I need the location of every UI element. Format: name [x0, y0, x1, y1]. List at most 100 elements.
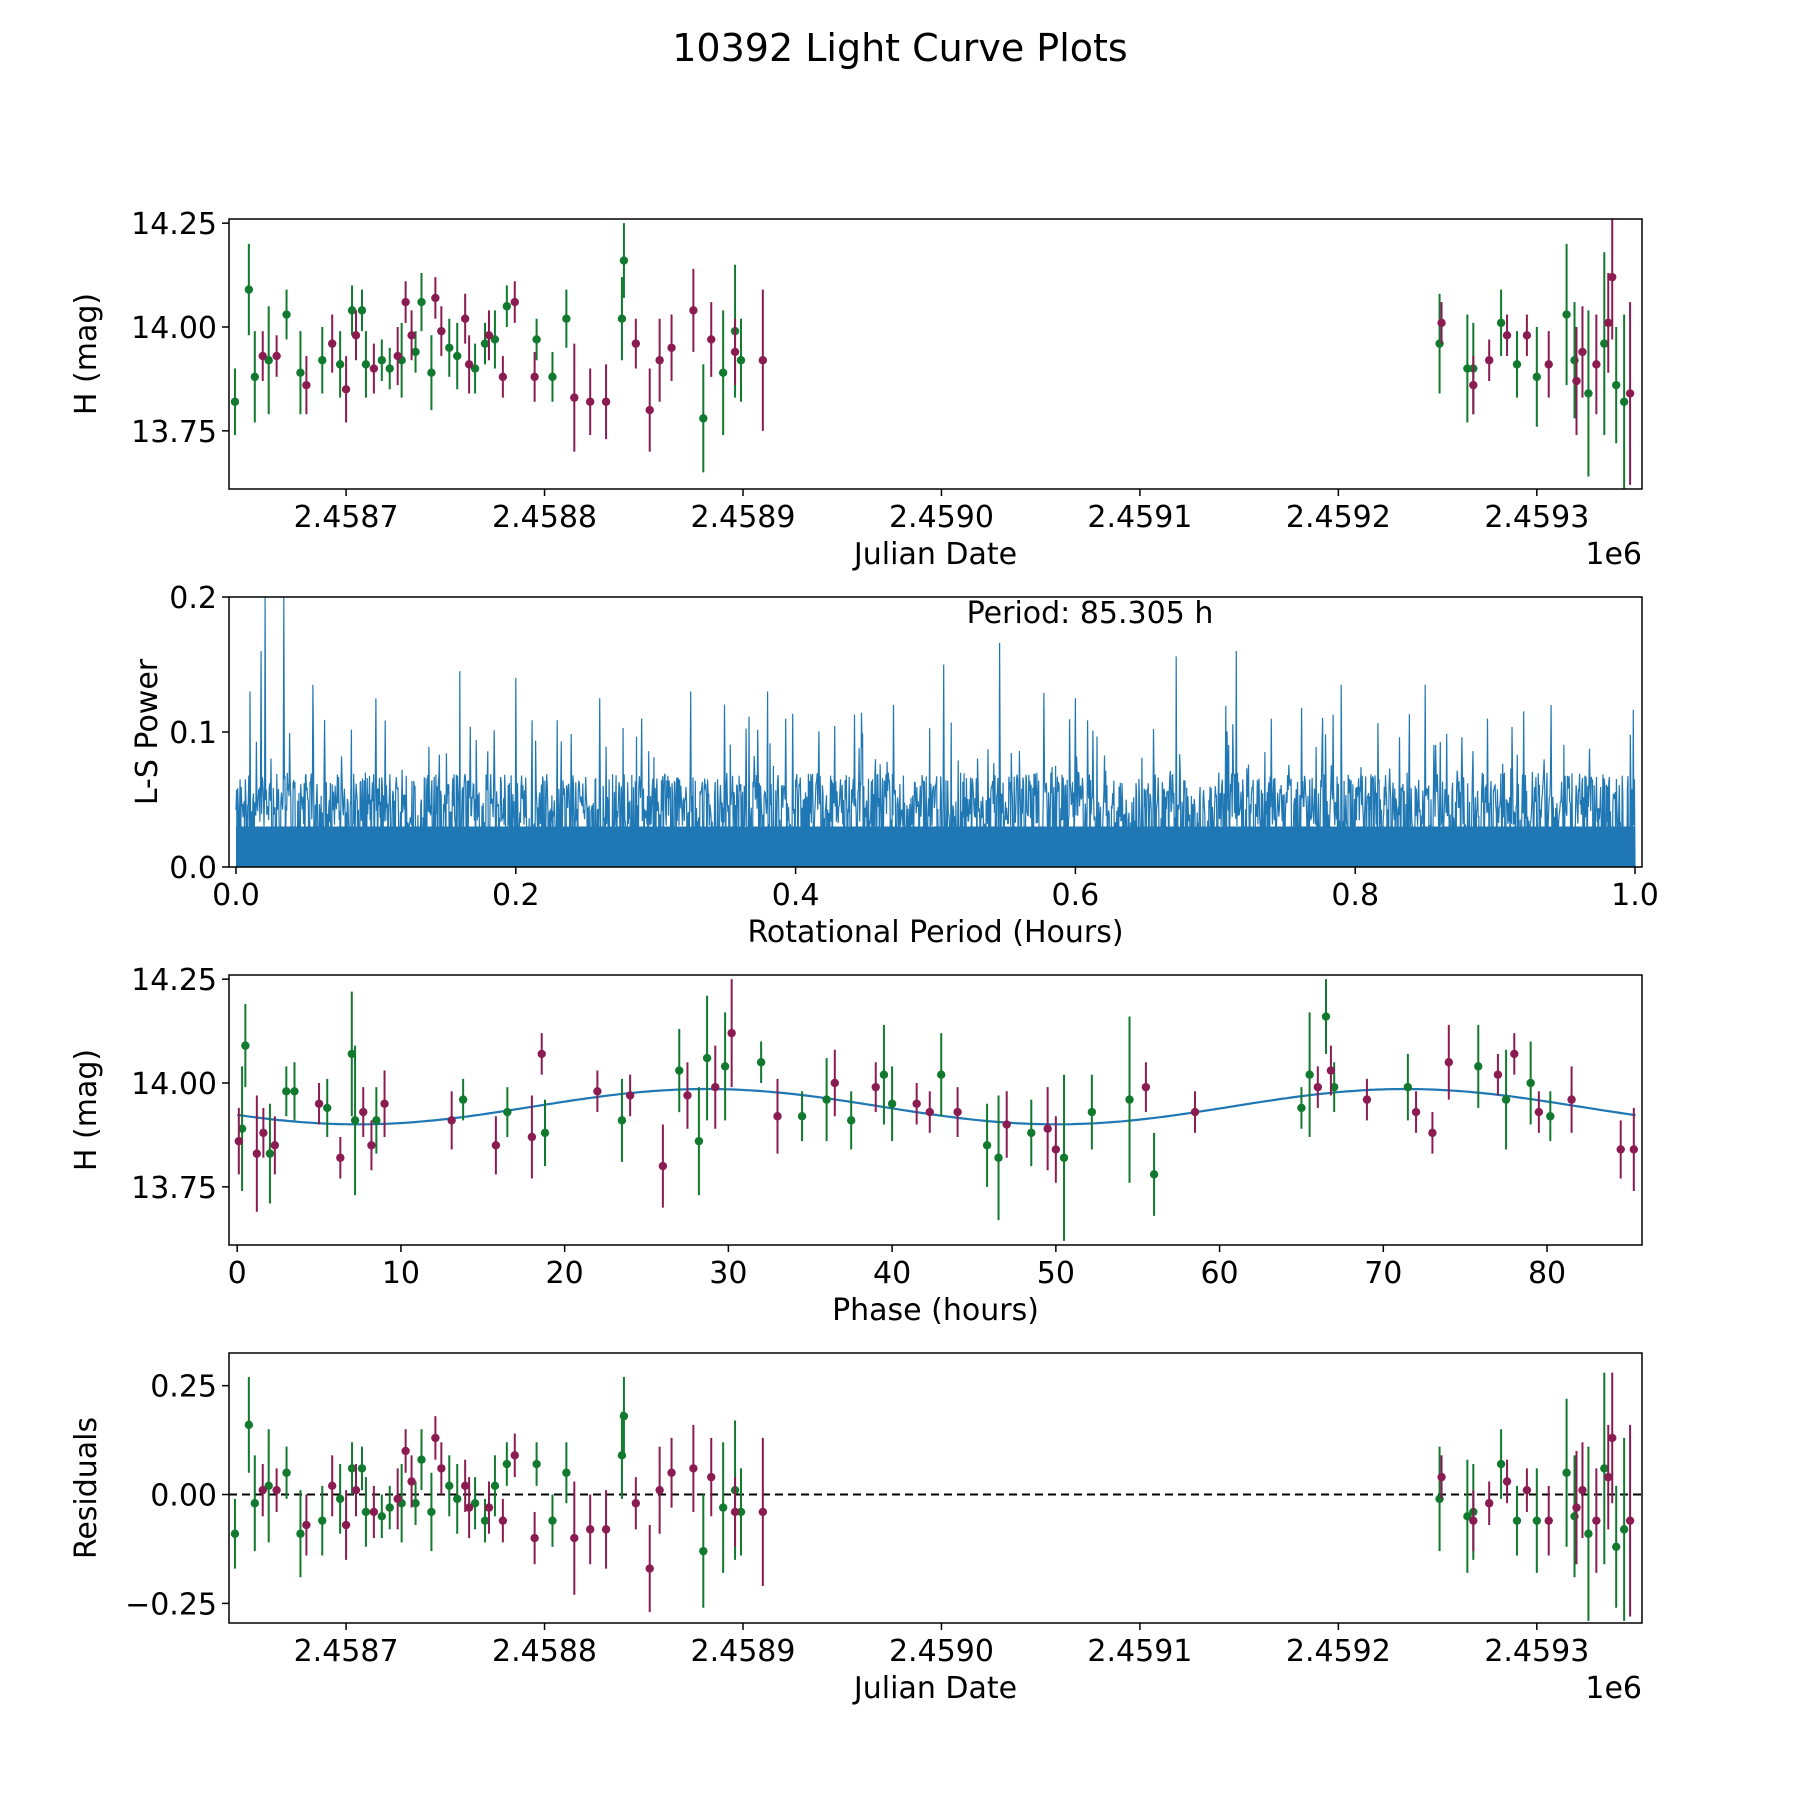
data-point — [431, 293, 440, 303]
data-point — [1544, 1516, 1553, 1525]
data-point — [1544, 360, 1553, 369]
data-layer — [234, 979, 1639, 1241]
x-tick-label: 40 — [873, 1256, 911, 1291]
data-point — [707, 1472, 716, 1482]
y-tick-label: 0.0 — [169, 851, 217, 886]
data-point — [498, 372, 508, 382]
data-point — [1612, 380, 1621, 390]
data-point — [411, 1499, 420, 1508]
data-point — [570, 1533, 579, 1543]
data-layer — [235, 597, 1636, 867]
data-point — [264, 356, 273, 365]
data-point — [1484, 356, 1494, 365]
data-point — [1437, 318, 1446, 328]
series-magenta — [258, 1372, 1635, 1617]
x-tick-label: 1.0 — [1611, 878, 1659, 913]
data-point — [258, 1485, 267, 1495]
x-offset-label: 1e6 — [1585, 1671, 1642, 1706]
data-point — [480, 339, 490, 348]
data-point — [302, 380, 311, 390]
data-point — [619, 256, 629, 265]
data-point — [250, 372, 259, 382]
data-point — [385, 364, 394, 373]
data-point — [683, 1091, 692, 1100]
axes-frame — [228, 1352, 1643, 1624]
data-point — [1572, 1503, 1581, 1512]
data-point — [1612, 1542, 1621, 1551]
y-tick-label: 14.00 — [131, 311, 217, 346]
data-point — [335, 360, 345, 369]
series-magenta — [258, 219, 1635, 485]
data-point — [982, 1141, 992, 1150]
data-point — [1362, 1095, 1372, 1104]
data-point — [1522, 1485, 1532, 1495]
data-point — [1584, 1529, 1593, 1538]
x-tick-label: 0.2 — [492, 878, 540, 913]
data-point — [1572, 376, 1581, 386]
data-point — [1051, 1145, 1061, 1154]
data-point — [736, 1507, 746, 1517]
data-point — [393, 1494, 402, 1504]
data-point — [773, 1112, 782, 1121]
data-point — [350, 1116, 360, 1125]
y-axis-label: H (mag) — [69, 293, 104, 415]
data-point — [453, 351, 462, 361]
data-point — [341, 1520, 351, 1530]
data-point — [1608, 272, 1617, 282]
y-tick-label: 0.25 — [150, 1370, 217, 1405]
data-point — [937, 1070, 946, 1079]
data-point — [527, 1132, 537, 1142]
x-axis-label: Rotational Period (Hours) — [747, 915, 1123, 950]
x-tick-label: 2.4593 — [1484, 500, 1589, 535]
data-point — [270, 1141, 280, 1150]
data-point — [427, 368, 436, 377]
data-point — [393, 351, 402, 361]
data-point — [377, 356, 387, 365]
data-point — [699, 414, 708, 423]
data-point — [1619, 1525, 1629, 1534]
data-point — [1496, 1459, 1506, 1469]
y-tick-label: 0.1 — [169, 716, 217, 751]
data-point — [241, 1041, 250, 1050]
data-point — [1600, 1464, 1609, 1473]
data-point — [1484, 1499, 1494, 1508]
data-point — [437, 1464, 446, 1473]
data-point — [530, 1533, 539, 1543]
x-axis-label: Julian Date — [852, 537, 1017, 572]
data-point — [427, 1507, 436, 1517]
data-point — [1512, 1516, 1522, 1525]
data-point — [631, 339, 641, 348]
x-tick-label: 2.4589 — [691, 500, 796, 535]
data-point — [401, 1446, 410, 1456]
data-point — [540, 1128, 550, 1138]
data-point — [447, 1116, 456, 1125]
data-point — [601, 397, 611, 406]
data-point — [464, 360, 474, 369]
data-point — [484, 331, 494, 340]
data-point — [252, 1149, 262, 1158]
x-tick-label: 2.4593 — [1484, 1634, 1589, 1669]
data-point — [503, 1107, 512, 1117]
data-point — [357, 1464, 367, 1473]
data-point — [1578, 347, 1587, 357]
data-point — [453, 1494, 462, 1504]
data-point — [1125, 1095, 1134, 1104]
y-tick-label: 13.75 — [131, 1171, 217, 1206]
data-point — [1437, 1472, 1446, 1482]
data-point — [445, 1481, 454, 1491]
x-tick-label: 2.4591 — [1087, 500, 1192, 535]
data-point — [407, 331, 416, 340]
data-point — [1002, 1120, 1011, 1129]
data-point — [718, 368, 728, 377]
data-point — [282, 1468, 291, 1477]
data-point — [1502, 331, 1512, 340]
data-point — [1297, 1103, 1306, 1113]
data-point — [244, 1420, 254, 1430]
data-point — [532, 1459, 541, 1469]
x-tick-label: 0.8 — [1331, 878, 1379, 913]
data-point — [675, 1066, 684, 1075]
data-point — [1403, 1082, 1413, 1092]
data-point — [1428, 1128, 1437, 1138]
panel-raw: 2.4587 2.4588 2.4589 2.4590 2.4591 2.4592 2.45… — [69, 207, 1643, 572]
data-point — [1305, 1070, 1314, 1079]
